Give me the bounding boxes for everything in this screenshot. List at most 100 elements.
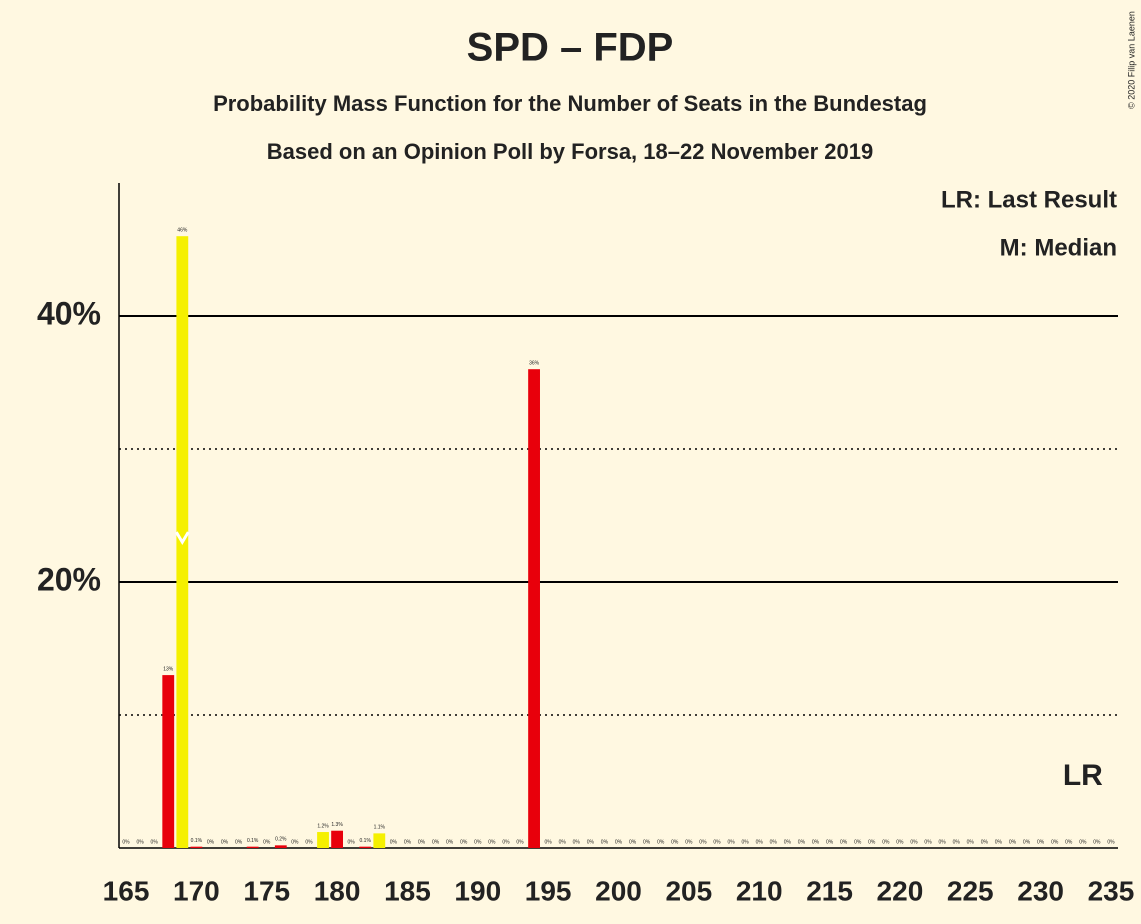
chart-subtitle: Based on an Opinion Poll by Forsa, 18–22…: [267, 139, 873, 164]
value-label: 0%: [629, 839, 637, 845]
bar: [246, 846, 259, 848]
y-tick-label: 40%: [37, 295, 101, 331]
value-label: 0%: [122, 839, 130, 845]
value-label: 0%: [291, 839, 299, 845]
x-tick-label: 190: [454, 875, 501, 906]
value-label: 0%: [545, 839, 553, 845]
value-label: 0%: [1065, 839, 1073, 845]
value-label: 0%: [742, 839, 750, 845]
value-label: 0%: [615, 839, 623, 845]
value-label: 0%: [207, 839, 215, 845]
value-label: 0%: [967, 839, 975, 845]
bar: [190, 846, 203, 848]
value-label: 0%: [1023, 839, 1031, 845]
bar: [359, 846, 372, 848]
x-tick-label: 205: [665, 875, 712, 906]
value-label: 46%: [177, 228, 188, 234]
value-label: 0%: [770, 839, 778, 845]
chart-title: SPD – FDP: [467, 26, 674, 70]
copyright: © 2020 Filip van Laenen: [1126, 11, 1136, 109]
value-label: 0%: [896, 839, 904, 845]
x-tick-label: 175: [243, 875, 290, 906]
value-label: 0%: [910, 839, 918, 845]
x-tick-label: 200: [595, 875, 642, 906]
value-label: 0%: [573, 839, 581, 845]
value-label: 0%: [671, 839, 679, 845]
value-label: 0%: [685, 839, 693, 845]
last-result-marker: LR: [1063, 759, 1103, 792]
x-tick-label: 195: [525, 875, 572, 906]
x-tick-label: 225: [947, 875, 994, 906]
value-label: 0%: [868, 839, 876, 845]
value-label: 0%: [953, 839, 961, 845]
bar: [162, 675, 175, 848]
value-label: 0%: [727, 839, 735, 845]
value-label: 0%: [235, 839, 243, 845]
value-label: 0%: [981, 839, 989, 845]
value-label: 0%: [713, 839, 721, 845]
value-label: 0%: [136, 839, 144, 845]
bar: [331, 830, 344, 848]
bar: [317, 832, 329, 848]
value-label: 0%: [854, 839, 862, 845]
bar: [528, 369, 540, 848]
value-label: 0%: [939, 839, 947, 845]
bar: [373, 833, 386, 848]
value-label: 0%: [1009, 839, 1017, 845]
value-label: 0%: [1051, 839, 1059, 845]
value-label: 0.1%: [247, 838, 259, 844]
value-label: 0%: [699, 839, 707, 845]
value-label: 0%: [404, 839, 412, 845]
value-label: 0%: [418, 839, 426, 845]
value-label: 0%: [474, 839, 482, 845]
value-label: 0%: [488, 839, 496, 845]
value-label: 0%: [643, 839, 651, 845]
value-label: 0%: [516, 839, 524, 845]
chart-subtitle: Probability Mass Function for the Number…: [213, 91, 927, 116]
x-tick-label: 185: [384, 875, 431, 906]
value-label: 1.1%: [374, 825, 386, 831]
value-label: 0%: [840, 839, 848, 845]
value-label: 0.1%: [191, 838, 203, 844]
value-label: 1.3%: [331, 822, 343, 828]
y-tick-label: 20%: [37, 561, 101, 597]
legend-entry: M: Median: [1000, 234, 1117, 261]
value-label: 0%: [1079, 839, 1087, 845]
value-label: 36%: [529, 361, 540, 367]
x-tick-label: 230: [1017, 875, 1064, 906]
value-label: 0%: [221, 839, 229, 845]
bar: [274, 845, 287, 848]
value-label: 0%: [348, 839, 356, 845]
value-label: 0.2%: [275, 837, 287, 843]
value-label: 13%: [163, 666, 174, 672]
value-label: 1.2%: [317, 823, 329, 829]
value-label: 0%: [1093, 839, 1101, 845]
value-label: 0%: [305, 839, 313, 845]
x-tick-label: 220: [877, 875, 924, 906]
value-label: 0%: [784, 839, 792, 845]
value-label: 0%: [798, 839, 806, 845]
value-label: 0%: [812, 839, 820, 845]
value-label: 0%: [756, 839, 764, 845]
value-label: 0%: [826, 839, 834, 845]
x-tick-label: 235: [1088, 875, 1135, 906]
value-label: 0%: [587, 839, 595, 845]
value-label: 0%: [601, 839, 609, 845]
value-label: 0.1%: [360, 838, 372, 844]
x-tick-label: 210: [736, 875, 783, 906]
median-marker: [175, 531, 190, 546]
value-label: 0%: [263, 839, 271, 845]
value-label: 0%: [657, 839, 665, 845]
value-label: 0%: [432, 839, 440, 845]
x-tick-label: 170: [173, 875, 220, 906]
value-label: 0%: [446, 839, 454, 845]
legend-entry: LR: Last Result: [941, 186, 1117, 213]
x-tick-label: 215: [806, 875, 853, 906]
x-tick-label: 180: [314, 875, 361, 906]
value-label: 0%: [502, 839, 510, 845]
x-tick-label: 165: [103, 875, 150, 906]
value-label: 0%: [151, 839, 159, 845]
value-label: 0%: [460, 839, 468, 845]
